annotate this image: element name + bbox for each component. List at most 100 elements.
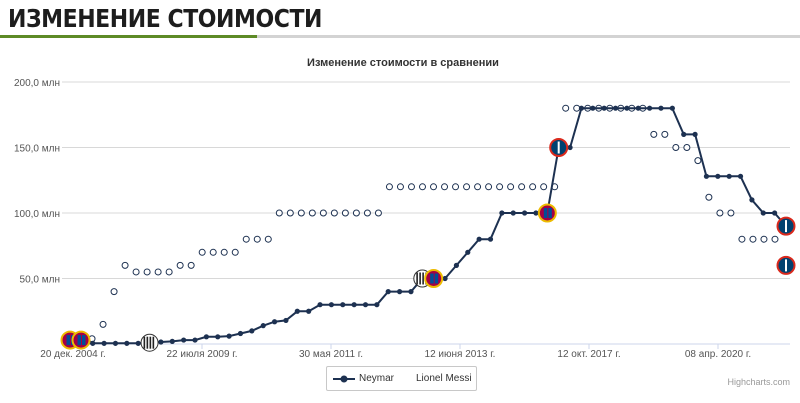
neymar-point[interactable] <box>306 308 312 314</box>
messi-point[interactable] <box>176 261 184 269</box>
neymar-point[interactable] <box>522 210 528 216</box>
messi-point[interactable] <box>220 248 228 256</box>
neymar-point[interactable] <box>385 289 391 295</box>
chart-credits[interactable]: Highcharts.com <box>727 377 790 387</box>
messi-point[interactable] <box>363 209 371 217</box>
neymar-point[interactable] <box>215 334 221 340</box>
messi-point[interactable] <box>187 261 195 269</box>
neymar-point[interactable] <box>396 289 403 295</box>
neymar-point[interactable] <box>499 210 505 216</box>
messi-point[interactable] <box>242 235 250 243</box>
neymar-point[interactable] <box>362 302 369 308</box>
neymar-point[interactable] <box>340 302 346 308</box>
messi-point[interactable] <box>341 209 349 217</box>
messi-point[interactable] <box>319 209 327 217</box>
neymar-point[interactable] <box>408 289 414 295</box>
neymar-point[interactable] <box>510 210 516 216</box>
messi-point[interactable] <box>661 130 669 138</box>
messi-point[interactable] <box>771 235 779 243</box>
neymar-point[interactable] <box>476 236 482 242</box>
neymar-point[interactable] <box>249 328 255 334</box>
neymar-point[interactable] <box>533 210 539 216</box>
neymar-point[interactable] <box>567 144 573 151</box>
messi-point[interactable] <box>683 144 691 151</box>
messi-point[interactable] <box>165 268 173 276</box>
neymar-point[interactable] <box>737 173 744 179</box>
neymar-point[interactable] <box>283 317 289 324</box>
messi-point[interactable] <box>253 235 261 243</box>
messi-point[interactable] <box>507 183 515 191</box>
legend-item-messi[interactable]: Lionel Messi <box>416 367 472 390</box>
messi-point[interactable] <box>716 209 724 217</box>
messi-point[interactable] <box>209 248 217 256</box>
neymar-point[interactable] <box>203 334 209 340</box>
neymar-point[interactable] <box>124 340 130 346</box>
messi-point[interactable] <box>143 268 151 276</box>
messi-point[interactable] <box>308 209 316 217</box>
neymar-point[interactable] <box>681 131 687 137</box>
messi-point[interactable] <box>352 209 360 217</box>
neymar-point[interactable] <box>192 337 198 343</box>
messi-point[interactable] <box>727 209 735 217</box>
messi-point[interactable] <box>374 209 382 217</box>
neymar-point[interactable] <box>374 302 380 308</box>
neymar-point[interactable] <box>760 210 766 216</box>
neymar-point[interactable] <box>226 333 232 339</box>
neymar-point[interactable] <box>635 105 641 111</box>
messi-point[interactable] <box>562 104 570 112</box>
messi-point[interactable] <box>286 209 294 217</box>
neymar-point[interactable] <box>726 173 732 179</box>
neymar-point[interactable] <box>237 330 244 337</box>
messi-point[interactable] <box>330 209 338 217</box>
neymar-point[interactable] <box>101 340 107 346</box>
neymar-point[interactable] <box>294 308 300 314</box>
messi-point[interactable] <box>650 130 658 138</box>
neymar-point[interactable] <box>260 323 266 329</box>
messi-point[interactable] <box>463 183 471 191</box>
neymar-point[interactable] <box>271 319 278 325</box>
neymar-point[interactable] <box>715 173 721 179</box>
neymar-point[interactable] <box>578 105 585 111</box>
neymar-point[interactable] <box>669 105 675 111</box>
neymar-point[interactable] <box>135 340 141 346</box>
messi-point[interactable] <box>705 193 713 201</box>
neymar-point[interactable] <box>181 337 187 343</box>
neymar-point[interactable] <box>442 275 448 282</box>
neymar-point[interactable] <box>612 105 619 111</box>
messi-point[interactable] <box>396 183 404 191</box>
legend-item-neymar[interactable]: Neymar <box>333 367 394 390</box>
neymar-point[interactable] <box>590 105 596 111</box>
neymar-point[interactable] <box>351 302 357 308</box>
neymar-point[interactable] <box>453 262 460 268</box>
messi-point[interactable] <box>385 183 393 191</box>
messi-point[interactable] <box>275 209 283 217</box>
messi-point[interactable] <box>529 183 537 191</box>
messi-point[interactable] <box>418 183 426 191</box>
messi-point[interactable] <box>474 183 482 191</box>
messi-point[interactable] <box>132 268 140 276</box>
messi-point[interactable] <box>452 183 460 191</box>
neymar-point[interactable] <box>158 339 164 345</box>
messi-point[interactable] <box>297 209 305 217</box>
messi-point[interactable] <box>231 248 239 256</box>
messi-point[interactable] <box>573 104 581 112</box>
messi-point[interactable] <box>121 261 129 269</box>
neymar-point[interactable] <box>112 340 119 346</box>
neymar-point[interactable] <box>465 249 471 255</box>
messi-point[interactable] <box>672 144 680 151</box>
messi-point[interactable] <box>518 183 526 191</box>
neymar-point[interactable] <box>90 340 96 346</box>
messi-point[interactable] <box>441 183 449 191</box>
neymar-point[interactable] <box>169 338 175 344</box>
neymar-point[interactable] <box>624 105 630 111</box>
messi-point[interactable] <box>264 235 272 243</box>
neymar-point[interactable] <box>647 105 653 111</box>
messi-point[interactable] <box>407 183 415 191</box>
messi-point[interactable] <box>738 235 746 243</box>
neymar-point[interactable] <box>692 131 698 137</box>
neymar-point[interactable] <box>328 302 334 308</box>
messi-point[interactable] <box>749 235 757 243</box>
messi-point[interactable] <box>110 288 118 296</box>
messi-point[interactable] <box>154 268 162 276</box>
neymar-point[interactable] <box>658 105 664 111</box>
